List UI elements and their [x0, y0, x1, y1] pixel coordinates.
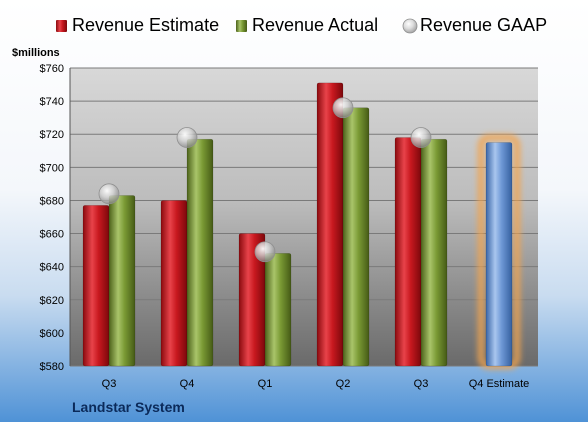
y-tick-label: $660: [40, 229, 64, 241]
gridlines: [69, 67, 538, 367]
legend-swatch: [56, 20, 67, 32]
actual-bar: [186, 138, 214, 367]
y-tick-label: $700: [40, 162, 64, 174]
actual-bar: [108, 195, 136, 367]
x-tick-label: Q2: [336, 378, 351, 390]
legend-label: Revenue Estimate: [72, 15, 219, 35]
gaap-marker: [254, 241, 276, 263]
x-tick-label: Q3: [102, 378, 117, 390]
company-name: Landstar System: [72, 399, 185, 415]
y-tick-label: $600: [40, 328, 64, 340]
y-axis-ticks: $580 $600 $620 $640 $660 $680 $700 $720 $740 $760: [40, 63, 64, 373]
x-tick-label: Q4 Estimate: [469, 378, 530, 390]
estimate-bar: [82, 205, 110, 367]
estimate-bar: [394, 137, 422, 367]
estimate-bar: [316, 82, 344, 367]
legend: Revenue Estimate Revenue Actual Revenue GA…: [56, 15, 547, 35]
x-tick-label: Q1: [258, 378, 273, 390]
y-axis-label: $millions: [12, 47, 60, 59]
projection-bar: [485, 142, 513, 367]
x-tick-label: Q4: [180, 378, 195, 390]
actual-bar: [264, 253, 292, 367]
x-axis-ticks: Q3 Q4 Q1 Q2 Q3 Q4 Estimate: [102, 378, 530, 390]
legend-label: Revenue GAAP: [420, 15, 547, 35]
y-tick-label: $680: [40, 195, 64, 207]
gaap-marker: [332, 97, 354, 119]
y-tick-label: $720: [40, 129, 64, 141]
actual-bar: [420, 138, 448, 367]
estimate-bar: [160, 200, 188, 367]
legend-swatch: [236, 20, 247, 32]
gaap-marker: [176, 127, 198, 148]
y-tick-label: $760: [40, 63, 64, 75]
bars: [82, 82, 521, 370]
x-tick-label: Q3: [414, 378, 429, 390]
y-tick-label: $620: [40, 295, 64, 307]
plot-area: [70, 68, 538, 366]
y-tick-label: $740: [40, 96, 64, 108]
gaap-marker: [410, 127, 432, 148]
y-tick-label: $580: [40, 361, 64, 373]
legend-swatch: [402, 18, 418, 34]
y-tick-label: $640: [40, 262, 64, 274]
actual-bar: [342, 107, 370, 367]
gaap-marker: [98, 183, 120, 205]
legend-label: Revenue Actual: [252, 15, 378, 35]
